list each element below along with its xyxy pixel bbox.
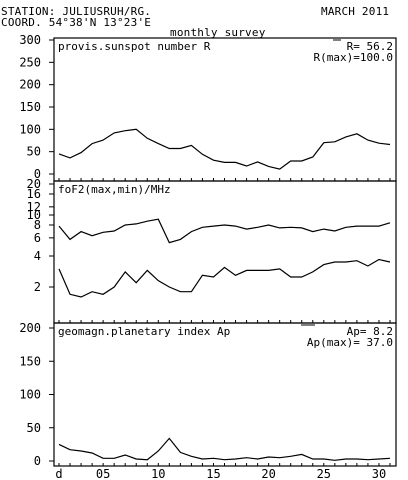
x-tick-label: 05	[96, 467, 110, 480]
series-line-2-1	[58, 218, 391, 244]
panel-1-stat: R(max)=100.0	[314, 51, 393, 64]
panel-2-frame	[53, 180, 397, 324]
x-tick-label: 10	[151, 467, 165, 480]
y-tick-label: 100	[19, 388, 41, 402]
y-tick-label: 4	[34, 249, 41, 263]
y-tick-label: 50	[27, 145, 41, 159]
y-tick-label: 0	[34, 454, 41, 468]
y-tick-label: 250	[19, 55, 41, 69]
station-label: STATION: JULIUSRUH/RG.	[1, 5, 152, 18]
x-tick-label: 20	[261, 467, 275, 480]
y-tick-label: 20	[27, 177, 41, 191]
coord-label: COORD. 54°38'N 13°23'E	[1, 16, 152, 29]
y-tick-label: 150	[19, 354, 41, 368]
panel-2-title: foF2(max,min)/MHz	[58, 183, 171, 196]
y-tick-label: 16	[27, 187, 41, 201]
series-line-2-2	[58, 258, 391, 298]
date-label: MARCH 2011	[321, 5, 390, 18]
series-line-3-1	[58, 437, 391, 461]
y-tick-label: 200	[19, 321, 41, 335]
y-tick-label: 0	[34, 167, 41, 181]
y-tick-label: 300	[19, 33, 41, 47]
y-tick-label: 2	[34, 280, 41, 294]
x-tick-label: d	[55, 467, 62, 480]
y-tick-label: 6	[34, 231, 41, 245]
y-tick-label: 10	[27, 208, 41, 222]
series-line-1-1	[58, 128, 391, 170]
y-tick-label: 150	[19, 100, 41, 114]
panel-3-stat: Ap(max)= 37.0	[307, 336, 393, 349]
x-tick-label: 25	[317, 467, 331, 480]
y-tick-label: 50	[27, 421, 41, 435]
panel-3-title: geomagn.planetary index Ap	[58, 325, 230, 338]
y-tick-label: 100	[19, 122, 41, 136]
x-tick-label: 15	[206, 467, 220, 480]
y-tick-label: 200	[19, 78, 41, 92]
y-tick-label: 12	[27, 200, 41, 214]
panel-3-stat: Ap= 8.2	[347, 325, 393, 338]
panel-1-stat: R= 56.2	[347, 40, 393, 53]
y-tick-label: 8	[34, 218, 41, 232]
x-tick-label: 30	[372, 467, 386, 480]
survey-label: monthly survey	[170, 26, 266, 39]
panel-1-title: provis.sunspot number R	[58, 40, 211, 53]
